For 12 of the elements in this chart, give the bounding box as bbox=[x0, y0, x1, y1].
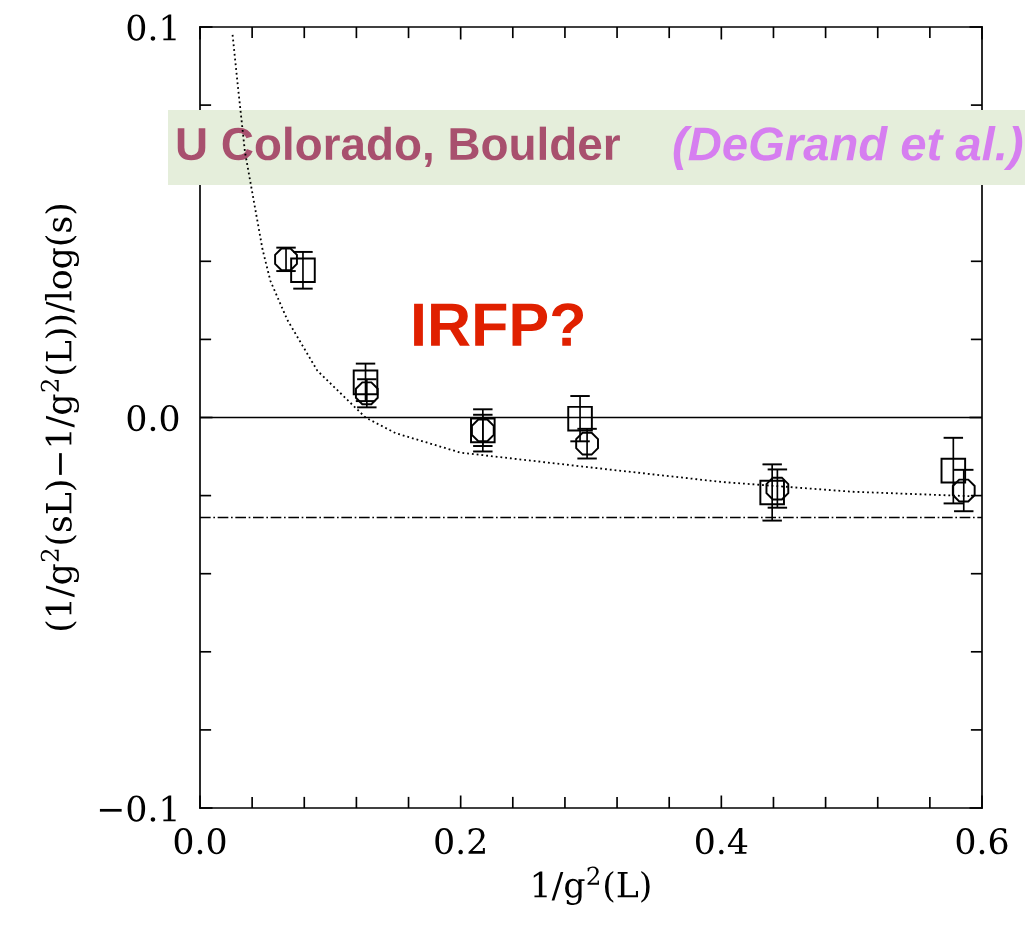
x-tick-label: 0.0 bbox=[174, 828, 226, 855]
y-tick-label: −0.1 bbox=[99, 795, 176, 822]
y-axis-title: (1/g$^{2}$(sL)−1/g$^{2}$(L))/log(s) bbox=[40, 204, 80, 631]
annotation: (DeGrand et al.) bbox=[673, 125, 1023, 171]
y-tick-label: 0.1 bbox=[127, 14, 176, 41]
x-tick-label: 0.4 bbox=[696, 828, 748, 855]
x-axis-title: 1/g$^{2}$(L) bbox=[533, 866, 650, 905]
annotation: IRFP? bbox=[414, 303, 584, 346]
y-tick-label: 0.0 bbox=[127, 404, 179, 432]
x-tick-label: 0.6 bbox=[956, 828, 1008, 855]
x-tick-label: 0.2 bbox=[435, 828, 485, 855]
annotation: U Colorado, Boulder bbox=[177, 126, 620, 167]
